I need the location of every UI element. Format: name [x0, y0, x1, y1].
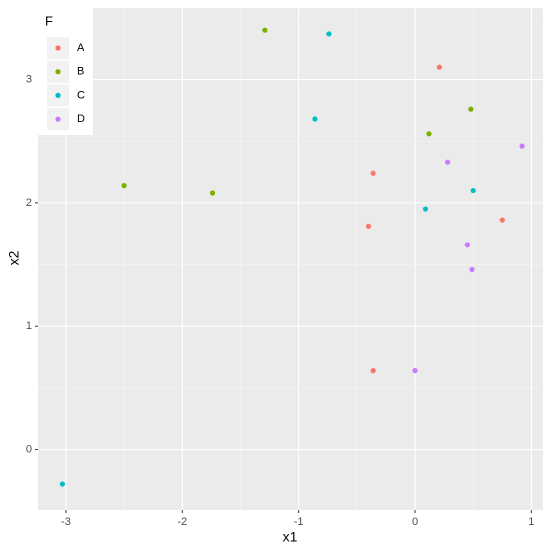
- legend-key: [55, 45, 61, 51]
- point: [499, 217, 505, 223]
- point: [412, 368, 418, 374]
- point: [59, 481, 66, 487]
- x-axis-title: x1: [283, 529, 298, 545]
- point: [469, 266, 475, 273]
- legend-key: [55, 92, 61, 98]
- points: [59, 27, 525, 487]
- grid: [38, 8, 543, 510]
- point: [262, 27, 268, 33]
- legend-label: D: [77, 113, 85, 125]
- legend-label: B: [77, 66, 84, 78]
- x-tick-label: -2: [177, 516, 187, 528]
- x-tick-label: 0: [412, 516, 418, 528]
- point: [470, 187, 476, 194]
- legend-key: [55, 69, 61, 75]
- point: [370, 170, 376, 176]
- y-tick-label: 3: [26, 73, 32, 85]
- point: [365, 223, 372, 229]
- point: [370, 368, 376, 374]
- legend-title: F: [45, 13, 53, 28]
- x-tick-label: -1: [294, 516, 304, 528]
- y-tick-label: 1: [26, 320, 32, 332]
- point: [426, 131, 432, 137]
- axes: -3 -2 -1 0 1 0 1 2 3: [26, 73, 535, 527]
- point: [422, 206, 429, 212]
- point: [121, 183, 127, 189]
- y-axis-title: x2: [6, 250, 22, 265]
- x-tick-label: 1: [528, 516, 534, 528]
- point: [444, 159, 451, 165]
- y-tick-label: 2: [26, 197, 32, 209]
- legend-label: C: [77, 89, 85, 101]
- panel: [38, 8, 543, 510]
- point: [519, 143, 525, 149]
- point: [468, 106, 474, 112]
- point: [436, 64, 443, 70]
- legend-label: A: [77, 42, 85, 54]
- point: [209, 190, 216, 196]
- point: [464, 242, 470, 248]
- point: [312, 116, 318, 122]
- x-tick-label: -3: [61, 516, 71, 528]
- legend-key: [55, 116, 61, 122]
- point: [326, 31, 332, 37]
- y-tick-label: 0: [26, 443, 32, 455]
